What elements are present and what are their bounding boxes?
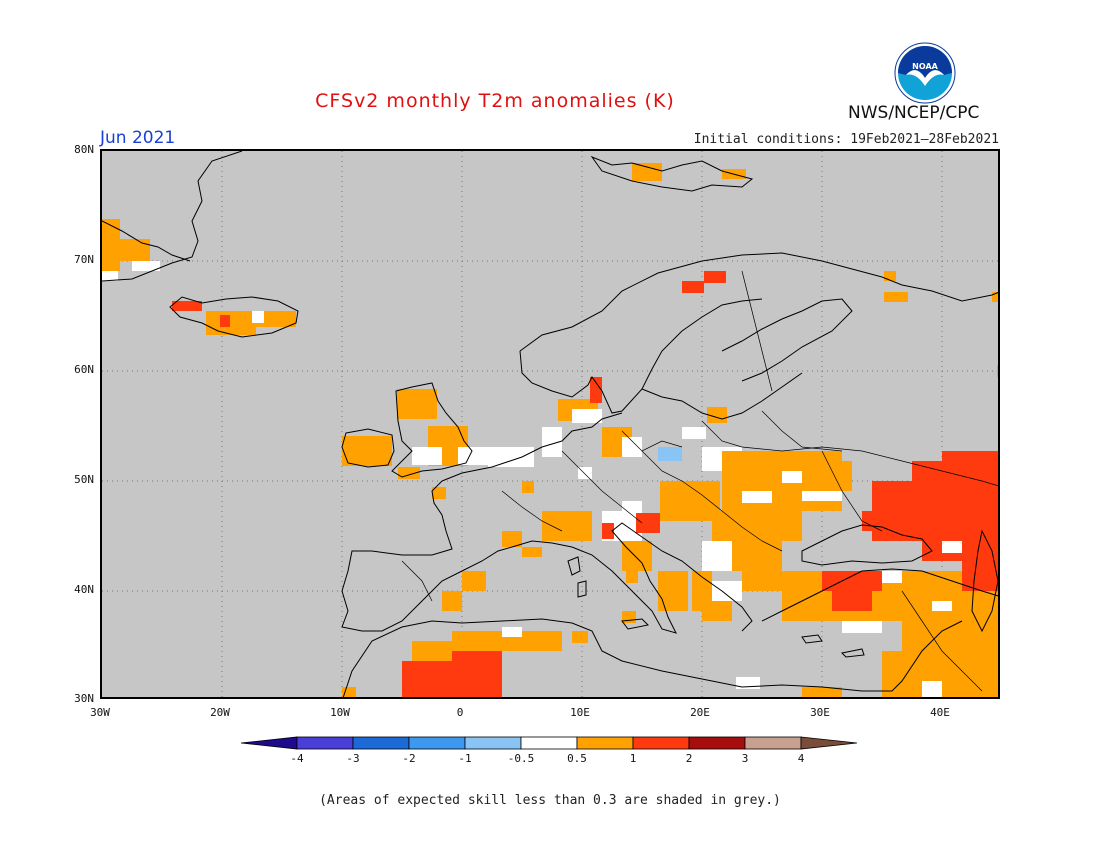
lon-label: 30E	[810, 706, 830, 719]
colorbar-tick-label: -4	[290, 752, 304, 765]
lat-label: 80N	[74, 143, 94, 156]
colorbar-segment	[352, 736, 410, 750]
colorbar-segment	[744, 736, 802, 750]
colorbar-tick-label: 0.5	[567, 752, 587, 765]
lat-label: 40N	[74, 583, 94, 596]
skill-footnote: (Areas of expected skill less than 0.3 a…	[319, 793, 781, 808]
colorbar-tick-label: 4	[797, 752, 805, 765]
noaa-logo-icon: NOAA	[894, 42, 956, 104]
lon-label: 10E	[570, 706, 590, 719]
colorbar-segment	[632, 736, 690, 750]
colorbar-tick-label: 2	[685, 752, 693, 765]
lon-label: 20E	[690, 706, 710, 719]
colorbar-tick-label: -0.5	[507, 752, 535, 765]
lon-label: 10W	[330, 706, 350, 719]
lon-label: 20W	[210, 706, 230, 719]
colorbar	[240, 736, 858, 750]
agency-label: NWS/NCEP/CPC	[848, 103, 980, 123]
colorbar-segment	[576, 736, 634, 750]
lat-label: 50N	[74, 473, 94, 486]
colorbar-segment	[408, 736, 466, 750]
colorbar-segment	[520, 736, 578, 750]
colorbar-segment	[296, 736, 354, 750]
colorbar-tick-label: -3	[346, 752, 360, 765]
colorbar-tick-label: 3	[741, 752, 749, 765]
lat-label: 60N	[74, 363, 94, 376]
coastlines	[102, 151, 998, 697]
lat-label: 30N	[74, 692, 94, 705]
colorbar-tick-label: -1	[458, 752, 472, 765]
initial-conditions: Initial conditions: 19Feb2021—28Feb2021	[693, 132, 999, 147]
colorbar-segment	[688, 736, 746, 750]
forecast-month: Jun 2021	[100, 128, 176, 148]
lat-label: 70N	[74, 253, 94, 266]
colorbar-tick-label: -2	[402, 752, 416, 765]
colorbar-arrow-high	[800, 736, 858, 750]
colorbar-tick-label: 1	[629, 752, 637, 765]
colorbar-arrow-low	[240, 736, 298, 750]
logo-text: NOAA	[912, 62, 938, 71]
colorbar-segment	[464, 736, 522, 750]
chart-title: CFSv2 monthly T2m anomalies (K)	[315, 90, 675, 112]
lon-label: 0	[456, 706, 464, 719]
anomaly-map	[100, 149, 1000, 699]
borders	[401, 270, 998, 692]
lon-label: 40E	[930, 706, 950, 719]
map-canvas	[102, 151, 998, 697]
lon-label: 30W	[90, 706, 110, 719]
anomaly-shading	[102, 163, 998, 697]
